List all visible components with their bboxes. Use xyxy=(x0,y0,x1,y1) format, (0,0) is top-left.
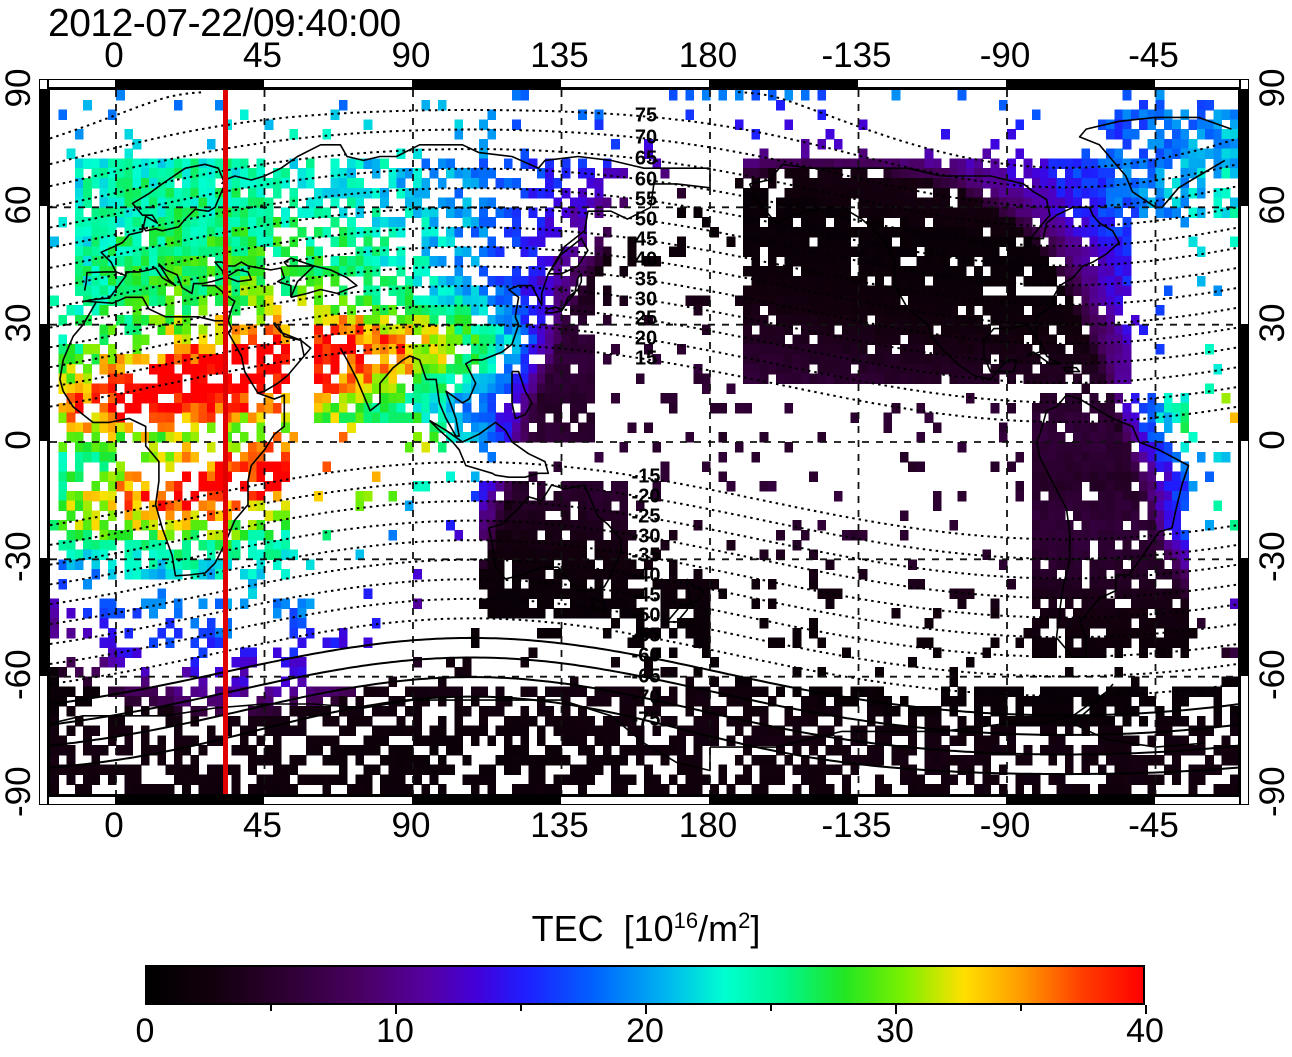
frame-segment xyxy=(115,80,264,87)
geomagnetic-contour-label: -65 xyxy=(631,665,661,688)
latitude-tick-label: -60 xyxy=(1253,649,1292,700)
colorbar-minor-tick xyxy=(520,1005,522,1011)
frame-segment xyxy=(709,80,858,87)
latitude-tick-label: -90 xyxy=(0,766,38,817)
geomagnetic-contour-label: -45 xyxy=(631,584,661,607)
longitude-tick-label: 0 xyxy=(104,806,124,845)
tec-cells xyxy=(50,90,1238,794)
geomagnetic-contour-label: 15 xyxy=(634,347,658,370)
geomagnetic-contour-label: -25 xyxy=(631,505,661,528)
geomagnetic-contour-label: -55 xyxy=(631,624,661,647)
frame-segment xyxy=(40,558,47,676)
geomagnetic-contour-label: 50 xyxy=(634,208,658,231)
map-svg xyxy=(50,90,1238,794)
colorbar-tick-label: 20 xyxy=(626,1012,664,1050)
colorbar-tick xyxy=(895,1005,897,1014)
longitude-tick-label: -45 xyxy=(1128,806,1179,845)
colorbar-title: TEC [1016/m2] xyxy=(531,908,761,949)
geomagnetic-contour-label: 60 xyxy=(634,168,658,191)
geomagnetic-contour-label: -60 xyxy=(631,644,661,667)
longitude-tick-label: -45 xyxy=(1128,36,1179,75)
longitude-tick-label: 180 xyxy=(678,806,738,845)
frame-segment xyxy=(412,797,561,804)
colorbar-minor-tick xyxy=(1020,1005,1022,1011)
geomagnetic-contour-label: 40 xyxy=(634,248,658,271)
coastlines xyxy=(50,116,1232,772)
longitude-tick-label: 135 xyxy=(530,806,589,845)
frame-left xyxy=(39,79,48,805)
geomagnetic-contour-label: -15 xyxy=(631,465,661,488)
frame-segment xyxy=(40,89,47,207)
frame-bottom xyxy=(48,796,1240,805)
geomagnetic-contour-label: -20 xyxy=(631,485,661,508)
geomagnetic-contours-solid xyxy=(50,636,1238,776)
frame-segment xyxy=(40,323,47,441)
geomagnetic-contour-label: 55 xyxy=(634,188,658,211)
geomagnetic-contour-label: 65 xyxy=(634,147,658,170)
longitude-tick-label: 45 xyxy=(243,806,282,845)
latitude-tick-label: -60 xyxy=(0,649,38,700)
latitude-tick-label: 60 xyxy=(0,185,38,225)
colorbar-tick-label: 30 xyxy=(876,1012,914,1050)
colorbar-tick-label: 10 xyxy=(376,1012,414,1050)
longitude-tick-label: 90 xyxy=(391,36,431,75)
frame-top xyxy=(48,79,1240,88)
frame-segment xyxy=(115,797,264,804)
colorbar-gradient xyxy=(145,965,1145,1005)
longitude-tick-label: 135 xyxy=(530,36,589,75)
frame-segment xyxy=(1006,80,1155,87)
colorbar-minor-tick xyxy=(270,1005,272,1011)
geomagnetic-contour-label: 75 xyxy=(634,104,658,127)
longitude-tick-label: 90 xyxy=(391,806,431,845)
frame-right xyxy=(1240,79,1249,805)
geomagnetic-contour-label: 70 xyxy=(634,126,658,149)
page-title: 2012-07-22/09:40:00 xyxy=(48,2,401,45)
graticule xyxy=(50,90,1238,794)
latitude-tick-label: 90 xyxy=(1253,68,1292,108)
latitude-tick-label: 30 xyxy=(1253,303,1292,343)
latitude-tick-label: -90 xyxy=(1253,766,1292,817)
geomagnetic-contours xyxy=(50,91,1238,697)
longitude-tick-label: -135 xyxy=(821,36,892,75)
longitude-tick-label: -90 xyxy=(979,36,1031,75)
longitude-tick-label: 45 xyxy=(243,36,282,75)
latitude-tick-label: 90 xyxy=(0,68,38,108)
geomagnetic-contour-label: 25 xyxy=(634,307,658,330)
frame-segment xyxy=(1241,558,1248,676)
frame-segment xyxy=(1241,89,1248,207)
geomagnetic-contour-label: -40 xyxy=(631,564,661,587)
frame-segment xyxy=(412,80,561,87)
geomagnetic-contour-label: -35 xyxy=(631,544,661,567)
longitude-tick-label: 0 xyxy=(104,36,124,75)
latitude-tick-label: 60 xyxy=(1253,185,1292,225)
latitude-tick-label: 30 xyxy=(0,303,38,343)
latitude-tick-label: 0 xyxy=(1253,430,1292,450)
frame-segment xyxy=(1241,323,1248,441)
tec-map-plot: 75 70 65 60 55 50 45 40 35 30 25 20 15 -15 -20 -25 -30 -3… xyxy=(48,88,1240,796)
longitude-tick-label: -90 xyxy=(979,806,1031,845)
frame-segment xyxy=(1006,797,1155,804)
geomagnetic-contour-label: 35 xyxy=(634,268,658,291)
geomagnetic-contour-label: 45 xyxy=(634,228,658,251)
latitude-tick-label: -30 xyxy=(0,531,38,583)
colorbar-tick-label: 0 xyxy=(135,1012,155,1050)
latitude-tick-label: 0 xyxy=(0,430,38,450)
geomagnetic-contour-label: 20 xyxy=(634,327,658,350)
geomagnetic-contour-label: 30 xyxy=(634,288,658,311)
colorbar-tick xyxy=(1145,1005,1147,1014)
longitude-tick-label: -135 xyxy=(821,806,892,845)
colorbar-tick-label: 40 xyxy=(1126,1012,1164,1050)
longitude-tick-label: 180 xyxy=(678,36,738,75)
frame-segment xyxy=(709,797,858,804)
colorbar-tick xyxy=(395,1005,397,1014)
colorbar-tick xyxy=(645,1005,647,1014)
geomagnetic-contour-label: -75 xyxy=(631,708,661,731)
geomagnetic-contour-label: -30 xyxy=(631,525,661,548)
geomagnetic-contour-label: -50 xyxy=(631,604,661,627)
red-meridian-line xyxy=(222,90,228,794)
latitude-tick-label: -30 xyxy=(1253,531,1292,583)
geomagnetic-contour-label: -70 xyxy=(631,686,661,709)
map-canvas xyxy=(50,90,1238,794)
colorbar-minor-tick xyxy=(770,1005,772,1011)
